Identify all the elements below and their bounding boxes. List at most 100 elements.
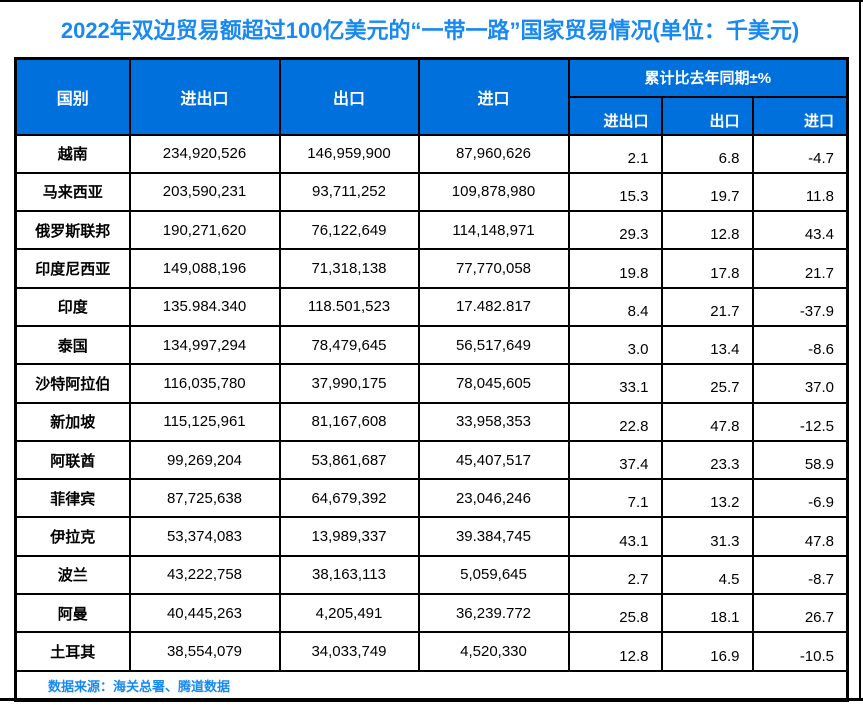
cell-total: 234,920,526 xyxy=(128,133,281,174)
cell-country: 印度尼西亚 xyxy=(14,248,131,289)
cell-import: 23,046,246 xyxy=(417,478,570,519)
cell-yoy-import: -12.5 xyxy=(751,401,849,442)
table-row: 波兰 43,222,758 38,163,113 5,059,645 2.7 4… xyxy=(14,554,849,596)
table-row: 越南 234,920,526 146,959,900 87,960,626 2.… xyxy=(14,133,849,174)
cell-import: 56,517,649 xyxy=(417,324,570,366)
cell-total: 99,269,204 xyxy=(128,439,281,481)
cell-country: 马来西亚 xyxy=(14,171,131,213)
cell-export: 64,679,392 xyxy=(278,478,420,519)
cell-yoy-total: 37.4 xyxy=(567,439,663,481)
table-row: 印度尼西亚 149,088,196 71,318,138 77,770,058 … xyxy=(14,248,849,289)
cell-import: 109,878,980 xyxy=(417,171,570,213)
cell-total: 203,590,231 xyxy=(128,171,281,213)
cell-export: 81,167,608 xyxy=(278,401,420,442)
header-row-main: 国别 进出口 出口 进口 累计比去年同期±% xyxy=(14,57,849,136)
cell-export: 78,479,645 xyxy=(278,324,420,366)
table-header: 国别 进出口 出口 进口 累计比去年同期±% 进出口 出口 进口 xyxy=(14,57,849,136)
frame-right-border xyxy=(859,0,861,701)
cell-country: 菲律宾 xyxy=(14,478,131,519)
table-footer: 数据来源：海关总署、腾道数据 xyxy=(14,669,849,702)
cell-import: 45,407,517 xyxy=(417,439,570,481)
cell-yoy-import: 47.8 xyxy=(751,516,849,557)
cell-yoy-export: 18.1 xyxy=(660,593,754,634)
col-header-yoy-total: 进出口 xyxy=(567,95,663,136)
cell-total: 87,725,638 xyxy=(128,478,281,519)
cell-yoy-export: 16.9 xyxy=(660,631,754,672)
cell-country: 伊拉克 xyxy=(14,516,131,557)
cell-yoy-total: 25.8 xyxy=(567,593,663,634)
cell-yoy-import: -37.9 xyxy=(751,286,849,327)
cell-yoy-total: 29.3 xyxy=(567,210,663,251)
cell-export: 13,989,337 xyxy=(278,516,420,557)
cell-yoy-total: 7.1 xyxy=(567,478,663,519)
table-row: 伊拉克 53,374,083 13,989,337 39.384,745 43.… xyxy=(14,516,849,557)
cell-total: 190,271,620 xyxy=(128,210,281,251)
cell-yoy-total: 43.1 xyxy=(567,516,663,557)
cell-yoy-export: 13.2 xyxy=(660,478,754,519)
cell-country: 俄罗斯联邦 xyxy=(14,210,131,251)
cell-export: 38,163,113 xyxy=(278,554,420,596)
cell-total: 149,088,196 xyxy=(128,248,281,289)
cell-yoy-total: 22.8 xyxy=(567,401,663,442)
cell-country: 阿联酋 xyxy=(14,439,131,481)
cell-total: 135.984.340 xyxy=(128,286,281,327)
table-row: 沙特阿拉伯 116,035,780 37,990,175 78,045,605 … xyxy=(14,363,849,404)
col-header-country: 国别 xyxy=(14,57,131,136)
cell-yoy-export: 12.8 xyxy=(660,210,754,251)
frame-top-border xyxy=(0,0,863,2)
table-body: 越南 234,920,526 146,959,900 87,960,626 2.… xyxy=(14,133,849,672)
cell-yoy-import: 26.7 xyxy=(751,593,849,634)
cell-yoy-total: 8.4 xyxy=(567,286,663,327)
cell-export: 37,990,175 xyxy=(278,363,420,404)
table-row: 新加坡 115,125,961 81,167,608 33,958,353 22… xyxy=(14,401,849,442)
cell-yoy-import: -10.5 xyxy=(751,631,849,672)
cell-yoy-export: 21.7 xyxy=(660,286,754,327)
table-row: 泰国 134,997,294 78,479,645 56,517,649 3.0… xyxy=(14,324,849,366)
source-row: 数据来源：海关总署、腾道数据 xyxy=(14,669,849,702)
cell-yoy-export: 19.7 xyxy=(660,171,754,213)
cell-export: 4,205,491 xyxy=(278,593,420,634)
cell-yoy-total: 2.1 xyxy=(567,133,663,174)
cell-yoy-export: 31.3 xyxy=(660,516,754,557)
cell-total: 38,554,079 xyxy=(128,631,281,672)
table-row: 俄罗斯联邦 190,271,620 76,122,649 114,148,971… xyxy=(14,210,849,251)
col-header-yoy-group: 累计比去年同期±% xyxy=(567,57,849,98)
cell-country: 土耳其 xyxy=(14,631,131,672)
cell-import: 87,960,626 xyxy=(417,133,570,174)
trade-table: 国别 进出口 出口 进口 累计比去年同期±% 进出口 出口 进口 越南 234,… xyxy=(14,57,850,703)
cell-yoy-import: -8.7 xyxy=(751,554,849,596)
cell-yoy-total: 2.7 xyxy=(567,554,663,596)
cell-export: 53,861,687 xyxy=(278,439,420,481)
cell-yoy-import: 58.9 xyxy=(751,439,849,481)
cell-yoy-import: -4.7 xyxy=(751,133,849,174)
cell-import: 5,059,645 xyxy=(417,554,570,596)
cell-total: 115,125,961 xyxy=(128,401,281,442)
cell-import: 33,958,353 xyxy=(417,401,570,442)
cell-yoy-total: 3.0 xyxy=(567,324,663,366)
cell-yoy-export: 13.4 xyxy=(660,324,754,366)
cell-import: 36,239.772 xyxy=(417,593,570,634)
cell-yoy-import: 43.4 xyxy=(751,210,849,251)
cell-export: 76,122,649 xyxy=(278,210,420,251)
cell-export: 34,033,749 xyxy=(278,631,420,672)
col-header-yoy-export: 出口 xyxy=(660,95,754,136)
cell-yoy-export: 6.8 xyxy=(660,133,754,174)
col-header-import: 进口 xyxy=(417,57,570,136)
col-header-export: 出口 xyxy=(278,57,420,136)
cell-import: 114,148,971 xyxy=(417,210,570,251)
cell-import: 78,045,605 xyxy=(417,363,570,404)
cell-import: 4,520,330 xyxy=(417,631,570,672)
table-row: 阿联酋 99,269,204 53,861,687 45,407,517 37.… xyxy=(14,439,849,481)
cell-export: 146,959,900 xyxy=(278,133,420,174)
cell-export: 118.501,523 xyxy=(278,286,420,327)
table-row: 印度 135.984.340 118.501,523 17.482.817 8.… xyxy=(14,286,849,327)
cell-yoy-total: 12.8 xyxy=(567,631,663,672)
cell-yoy-total: 33.1 xyxy=(567,363,663,404)
cell-yoy-import: 21.7 xyxy=(751,248,849,289)
cell-yoy-import: 11.8 xyxy=(751,171,849,213)
table-row: 马来西亚 203,590,231 93,711,252 109,878,980 … xyxy=(14,171,849,213)
cell-yoy-export: 17.8 xyxy=(660,248,754,289)
cell-yoy-import: -6.9 xyxy=(751,478,849,519)
source-note: 数据来源：海关总署、腾道数据 xyxy=(14,669,849,702)
header-row-sub: 进出口 出口 进口 xyxy=(16,95,849,136)
